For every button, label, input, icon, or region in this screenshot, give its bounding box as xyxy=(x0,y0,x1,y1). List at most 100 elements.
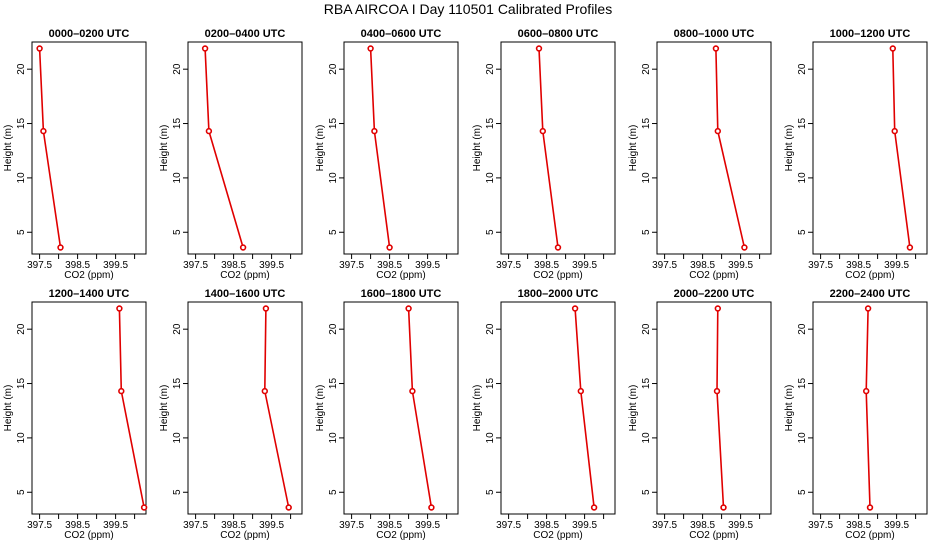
profile-point xyxy=(539,127,546,135)
plot-frame xyxy=(812,301,928,515)
plot-frame xyxy=(31,41,147,255)
y-tick-label: 10 xyxy=(172,432,183,444)
plot-frame xyxy=(31,301,147,515)
y-tick-label: 5 xyxy=(641,489,652,495)
y-tick-label: 15 xyxy=(641,118,652,130)
profile-point xyxy=(866,504,874,511)
profile-panel: 1400–1600 UTC 397.5 398.5 399.5 5 10 15 20 CO2 (… xyxy=(159,288,303,540)
profile-point xyxy=(714,127,721,135)
y-tick-label: 10 xyxy=(16,172,27,184)
profile-point xyxy=(535,45,543,52)
y-tick-label: 10 xyxy=(328,172,339,184)
y-tick-label: 20 xyxy=(172,323,183,335)
y-axis-label: Height (m) xyxy=(472,385,483,432)
y-tick-label: 5 xyxy=(328,229,339,235)
y-tick-label: 5 xyxy=(485,229,496,235)
plot-frame xyxy=(656,301,772,515)
plot-frame xyxy=(187,301,303,515)
profile-line xyxy=(118,308,145,508)
profile-point xyxy=(367,45,374,52)
y-tick-label: 5 xyxy=(328,489,339,495)
profile-point xyxy=(571,305,579,312)
x-tick-label: 397.5 xyxy=(496,520,521,531)
x-tick-label: 397.5 xyxy=(339,520,364,531)
panel-title: 0600–0800 UTC xyxy=(518,28,599,40)
y-tick-label: 20 xyxy=(328,63,339,75)
y-axis-label: Height (m) xyxy=(3,385,14,432)
profile-point xyxy=(862,387,870,395)
plot-frame xyxy=(656,41,772,255)
x-tick-label: 399.5 xyxy=(728,520,753,531)
y-axis-label: Height (m) xyxy=(315,125,326,172)
profile-point xyxy=(714,305,721,312)
profile-line xyxy=(538,48,559,248)
x-tick-label: 399.5 xyxy=(884,520,909,531)
x-tick-label: 398.5 xyxy=(534,520,559,531)
panel-title: 1400–1600 UTC xyxy=(205,288,286,300)
profile-panel: 2200–2400 UTC 397.5 398.5 399.5 5 10 15 20 CO2 (… xyxy=(784,288,928,540)
x-tick-label: 399.5 xyxy=(572,520,597,531)
x-tick-label: 399.5 xyxy=(884,260,909,271)
profile-panel: 1200–1400 UTC 397.5 398.5 399.5 5 10 15 20 CO2 (… xyxy=(3,288,148,540)
x-axis-label: CO2 (ppm) xyxy=(64,270,113,281)
plot-frame xyxy=(500,41,616,255)
profile-point xyxy=(261,387,268,395)
profile-point xyxy=(741,244,748,251)
y-tick-label: 15 xyxy=(328,378,339,390)
x-axis-label: CO2 (ppm) xyxy=(220,270,269,281)
profile-point xyxy=(712,45,720,52)
y-axis-label: Height (m) xyxy=(3,125,14,172)
profile-point xyxy=(118,387,125,395)
x-tick-label: 397.5 xyxy=(652,520,677,531)
x-tick-label: 399.5 xyxy=(259,520,284,531)
profile-point xyxy=(36,45,43,52)
profile-point xyxy=(405,305,412,312)
y-tick-label: 20 xyxy=(797,323,808,335)
y-tick-label: 10 xyxy=(172,172,183,184)
x-tick-label: 397.5 xyxy=(339,260,364,271)
y-tick-label: 15 xyxy=(16,378,27,390)
profile-panel: 1000–1200 UTC 397.5 398.5 399.5 5 10 15 20 CO2 (… xyxy=(784,28,928,281)
profile-point xyxy=(205,127,213,135)
x-axis-label: CO2 (ppm) xyxy=(376,270,425,281)
profile-point xyxy=(57,244,64,251)
y-tick-label: 15 xyxy=(16,118,27,130)
y-axis-label: Height (m) xyxy=(628,385,639,432)
plot-frame xyxy=(500,301,616,515)
y-tick-label: 20 xyxy=(16,63,27,75)
profile-point xyxy=(371,127,378,135)
x-tick-label: 398.5 xyxy=(65,520,90,531)
panel-grid: 0000–0200 UTC 397.5 398.5 399.5 5 10 15 20 CO2 (… xyxy=(3,28,928,540)
y-tick-label: 5 xyxy=(16,229,27,235)
profile-line xyxy=(716,308,725,508)
profile-panel: 0400–0600 UTC 397.5 398.5 399.5 5 10 15 20 CO2 (… xyxy=(315,28,459,281)
x-tick-label: 399.5 xyxy=(415,260,440,271)
y-tick-label: 5 xyxy=(172,489,183,495)
y-tick-label: 15 xyxy=(797,118,808,130)
y-tick-label: 15 xyxy=(485,378,496,390)
x-tick-label: 397.5 xyxy=(496,260,521,271)
x-axis-label: CO2 (ppm) xyxy=(689,530,738,540)
y-tick-label: 20 xyxy=(485,63,496,75)
plot-frame xyxy=(343,301,459,515)
profile-panel: 1800–2000 UTC 397.5 398.5 399.5 5 10 15 20 CO2 (… xyxy=(472,288,616,540)
x-tick-label: 397.5 xyxy=(808,520,833,531)
x-axis-label: CO2 (ppm) xyxy=(64,530,113,540)
profile-point xyxy=(577,387,584,395)
panel-title: 0000–0200 UTC xyxy=(49,28,130,40)
profile-point xyxy=(720,504,727,511)
profile-point xyxy=(140,504,148,511)
profile-line xyxy=(204,48,244,248)
x-axis-label: CO2 (ppm) xyxy=(533,270,582,281)
y-tick-label: 15 xyxy=(172,118,183,130)
profile-point xyxy=(891,127,898,135)
x-tick-label: 397.5 xyxy=(27,260,52,271)
profile-line xyxy=(715,48,746,248)
profile-point xyxy=(906,244,914,251)
panel-title: 1000–1200 UTC xyxy=(830,28,911,40)
x-tick-label: 397.5 xyxy=(183,260,208,271)
panel-title: 1800–2000 UTC xyxy=(518,288,599,300)
x-tick-label: 398.5 xyxy=(377,260,402,271)
panel-title: 2000–2200 UTC xyxy=(674,288,755,300)
profile-point xyxy=(554,244,562,251)
